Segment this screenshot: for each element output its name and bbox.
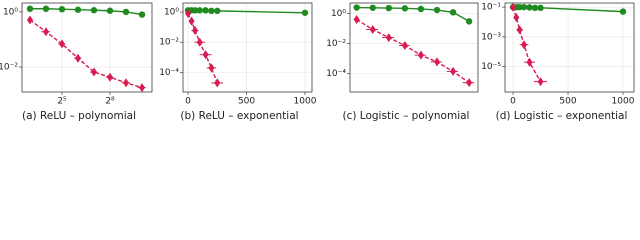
diamond-marker bbox=[385, 33, 392, 43]
circle-marker bbox=[526, 4, 533, 11]
diamond-marker bbox=[196, 37, 203, 47]
circle-marker bbox=[208, 7, 215, 15]
x-tick-label: 2⁸ bbox=[105, 97, 115, 107]
circle-marker bbox=[531, 4, 539, 12]
diamond-marker bbox=[26, 15, 33, 25]
circle-marker bbox=[433, 6, 441, 14]
circle-marker bbox=[516, 3, 523, 11]
diamond-marker bbox=[434, 57, 441, 67]
circle-marker bbox=[619, 8, 627, 15]
diamond-marker bbox=[513, 13, 520, 23]
diamond-marker bbox=[214, 78, 221, 88]
plot-frame bbox=[182, 2, 313, 93]
plot-frame bbox=[21, 2, 153, 93]
circle-marker bbox=[138, 11, 146, 18]
diamond-marker bbox=[466, 78, 473, 88]
plot-frame bbox=[349, 2, 479, 93]
circle-marker bbox=[42, 5, 50, 12]
y-tick-label: 10⁻² bbox=[0, 63, 18, 73]
y-tick-label: 10⁻² bbox=[326, 39, 346, 49]
diamond-marker bbox=[417, 50, 424, 60]
diamond-marker bbox=[510, 2, 517, 12]
y-tick-label: 10⁻³ bbox=[481, 32, 501, 42]
circle-marker bbox=[465, 18, 473, 25]
diamond-marker bbox=[188, 16, 195, 26]
diamond-marker bbox=[192, 25, 199, 35]
diamond-marker bbox=[208, 63, 215, 73]
x-tick-label: 1000 bbox=[294, 97, 317, 107]
y-tick-label: 10⁰ bbox=[164, 8, 179, 18]
diamond-marker bbox=[74, 53, 81, 63]
plot-frame bbox=[504, 2, 635, 93]
diamond-marker bbox=[123, 78, 130, 88]
circle-marker bbox=[520, 3, 528, 11]
diamond-marker bbox=[537, 77, 544, 87]
diamond-marker bbox=[42, 27, 49, 37]
x-tick-label: 500 bbox=[238, 97, 255, 107]
circle-marker bbox=[26, 5, 34, 12]
series-line bbox=[29, 19, 143, 89]
x-tick-label: 2⁵ bbox=[57, 97, 67, 107]
circle-marker bbox=[449, 9, 457, 16]
diamond-marker bbox=[185, 9, 192, 19]
circle-marker bbox=[385, 4, 393, 12]
y-tick-label: 10⁰ bbox=[3, 7, 18, 17]
circle-marker bbox=[74, 6, 82, 13]
x-tick-label: 500 bbox=[559, 97, 576, 107]
diamond-marker bbox=[90, 67, 97, 77]
panel: 10⁻¹ 10⁻³ 10⁻⁵ 0 500 1000 (d) Logistic – expon… bbox=[481, 2, 635, 122]
circle-marker bbox=[301, 9, 309, 16]
circle-marker bbox=[196, 7, 203, 14]
circle-marker bbox=[353, 4, 360, 11]
caption: (a) ReLU – polynomial bbox=[22, 110, 136, 122]
y-tick-label: 10⁻⁴ bbox=[326, 69, 346, 79]
diamond-marker bbox=[521, 40, 528, 50]
diamond-marker bbox=[106, 72, 113, 82]
diamond-marker bbox=[369, 25, 376, 35]
diamond-marker bbox=[353, 14, 360, 24]
diamond-marker bbox=[202, 50, 209, 60]
x-tick-label: 1000 bbox=[612, 97, 635, 107]
caption: (b) ReLU – exponential bbox=[180, 110, 298, 122]
caption: (d) Logistic – exponential bbox=[496, 110, 628, 122]
circle-marker bbox=[90, 7, 98, 14]
circle-marker bbox=[122, 8, 130, 16]
diamond-marker bbox=[58, 39, 65, 49]
circle-marker bbox=[417, 5, 425, 13]
x-tick-label: 0 bbox=[185, 97, 191, 107]
diamond-marker bbox=[139, 83, 146, 93]
diamond-marker bbox=[516, 25, 523, 35]
panel: 10⁰ 10⁻² 10⁻⁴ 0 500 1000 (b) ReLU – exponentia… bbox=[159, 2, 317, 122]
circle-marker bbox=[214, 7, 221, 15]
panel: 10⁰ 10⁻² 2⁵ 2⁸ (a) ReLU – polynomial bbox=[0, 2, 153, 122]
circle-marker bbox=[202, 7, 209, 14]
x-tick-label: 0 bbox=[510, 97, 516, 107]
diamond-marker bbox=[450, 66, 457, 76]
circle-marker bbox=[369, 4, 376, 11]
y-tick-label: 10⁻¹ bbox=[481, 3, 501, 13]
diamond-marker bbox=[526, 57, 533, 67]
panel: 10⁰ 10⁻² 10⁻⁴ (c) Logistic – polynomial bbox=[326, 2, 479, 122]
circle-marker bbox=[401, 5, 409, 12]
series-line bbox=[356, 18, 470, 84]
y-tick-label: 10⁻⁵ bbox=[481, 62, 501, 72]
y-tick-label: 10⁰ bbox=[331, 9, 346, 19]
caption: (c) Logistic – polynomial bbox=[343, 110, 470, 122]
circle-marker bbox=[58, 6, 66, 13]
circle-marker bbox=[191, 7, 199, 14]
circle-marker bbox=[537, 4, 544, 12]
y-tick-label: 10⁻² bbox=[159, 38, 179, 48]
diamond-marker bbox=[401, 41, 408, 51]
y-tick-label: 10⁻⁴ bbox=[159, 68, 179, 78]
circle-marker bbox=[106, 7, 114, 14]
